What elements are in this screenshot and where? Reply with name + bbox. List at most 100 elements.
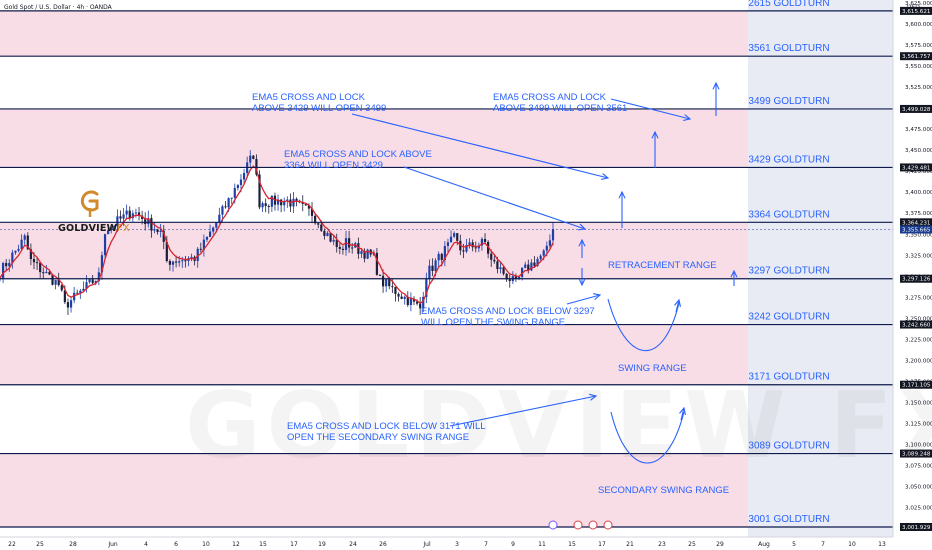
arrow-line bbox=[566, 294, 601, 305]
candle-body bbox=[329, 232, 332, 242]
candle-body bbox=[335, 239, 338, 248]
price-axis-tick: 3,225.000 bbox=[905, 337, 932, 343]
price-axis-tick: 3,425.000 bbox=[905, 169, 932, 175]
arrow-line bbox=[403, 166, 586, 230]
candle-body bbox=[60, 285, 63, 291]
time-axis-tick: Aug bbox=[758, 541, 770, 548]
price-axis-tick: 3,125.000 bbox=[905, 421, 932, 427]
ema5-line bbox=[0, 165, 554, 305]
price-axis-tick: 3,550.000 bbox=[905, 64, 932, 70]
us-flag-event-icon[interactable] bbox=[573, 520, 583, 530]
candle-body bbox=[63, 290, 66, 303]
candle-body bbox=[5, 262, 8, 267]
candle-body bbox=[301, 202, 304, 204]
arrow-line bbox=[680, 407, 685, 421]
candle-body bbox=[385, 279, 388, 287]
candle-body bbox=[48, 271, 51, 275]
candle-body bbox=[8, 262, 11, 267]
time-axis-tick: 3 bbox=[455, 541, 459, 548]
logo-brand: GOLDVIEW bbox=[58, 223, 118, 234]
candle-body bbox=[270, 195, 273, 207]
price-tag: 3,171.105 bbox=[902, 383, 931, 389]
candle-body bbox=[153, 229, 156, 231]
candle-body bbox=[249, 155, 252, 163]
candle-body bbox=[171, 261, 175, 265]
arrow-head bbox=[578, 278, 586, 287]
time-axis-tick: 28 bbox=[69, 541, 77, 548]
candle-body bbox=[323, 230, 326, 236]
level-label: 3171 GOLDTURN bbox=[748, 372, 829, 383]
candle-body bbox=[462, 250, 465, 252]
candle-body bbox=[264, 203, 267, 207]
candle-body bbox=[539, 255, 542, 260]
candle-body bbox=[196, 248, 199, 261]
candle-body bbox=[348, 238, 351, 248]
price-tag-bg bbox=[900, 380, 932, 389]
price-axis-tick: 3,625.000 bbox=[905, 1, 932, 7]
candle-body bbox=[174, 261, 178, 263]
candle-body bbox=[422, 296, 425, 309]
price-axis-tick: 3,400.000 bbox=[905, 190, 932, 196]
retracement-range-label: RETRACEMENT RANGE bbox=[608, 260, 717, 271]
candle-body bbox=[131, 213, 134, 219]
candle-body bbox=[449, 236, 453, 243]
candle-body bbox=[134, 212, 138, 214]
candle-body bbox=[434, 260, 437, 271]
time-axis-tick: 25 bbox=[688, 541, 696, 548]
time-axis-tick: 23 bbox=[658, 541, 666, 548]
candle-body bbox=[453, 233, 456, 237]
time-axis-tick: Jun bbox=[107, 541, 118, 548]
candle-body bbox=[415, 301, 419, 304]
candle-body bbox=[542, 250, 545, 256]
candle-body bbox=[184, 260, 187, 262]
time-axis-tick: 17 bbox=[598, 541, 606, 548]
arrow-line bbox=[449, 395, 597, 427]
zone-1 bbox=[0, 10, 748, 57]
price-axis-tick: 3,575.000 bbox=[905, 43, 932, 49]
candle-body bbox=[332, 239, 335, 242]
arrow-head bbox=[651, 130, 659, 139]
candle-body bbox=[292, 198, 295, 207]
projection-curve bbox=[610, 411, 685, 464]
annotation-text: EMA5 CROSS AND LOCK ABOVE bbox=[284, 149, 432, 160]
candle-body bbox=[181, 260, 184, 262]
candle-body bbox=[502, 267, 505, 274]
us-flag-event-icon[interactable] bbox=[588, 520, 598, 530]
candle-body bbox=[391, 286, 394, 288]
us-flag-event-icon[interactable] bbox=[603, 520, 613, 530]
candle-body bbox=[338, 247, 341, 249]
candle-body bbox=[378, 274, 382, 276]
candle-body bbox=[351, 247, 354, 249]
price-tag: 3,364.231 bbox=[902, 220, 931, 226]
candle-body bbox=[242, 173, 246, 180]
candle-body bbox=[236, 185, 239, 189]
price-axis-tick: 3,525.000 bbox=[905, 85, 932, 91]
candle-body bbox=[103, 234, 107, 256]
time-axis-tick: 4 bbox=[144, 541, 148, 548]
candle-body bbox=[208, 231, 212, 237]
price-axis-tick: 3,325.000 bbox=[905, 253, 932, 259]
lightning-event-icon[interactable] bbox=[548, 520, 558, 530]
candle-body bbox=[218, 214, 221, 223]
price-tag: 3,001.929 bbox=[902, 525, 931, 531]
time-axis-tick: 25 bbox=[36, 541, 44, 548]
arrow-line bbox=[675, 299, 680, 313]
candle-body bbox=[255, 158, 258, 175]
price-tag-bg bbox=[900, 52, 932, 61]
candle-body bbox=[437, 253, 440, 261]
candle-body bbox=[26, 235, 29, 250]
candle-body bbox=[326, 232, 329, 236]
annotation-text: EMA5 CROSS AND LOCK bbox=[252, 92, 366, 103]
candle-body bbox=[156, 229, 159, 232]
candle-body bbox=[480, 238, 484, 246]
candle-body bbox=[425, 279, 428, 297]
arrow-head bbox=[683, 114, 692, 121]
time-axis-tick: 7 bbox=[484, 541, 488, 548]
price-axis-tick: 3,275.000 bbox=[905, 295, 932, 301]
level-label: 3499 GOLDTURN bbox=[748, 96, 829, 107]
level-label: 3001 GOLDTURN bbox=[748, 514, 829, 525]
time-axis-tick: 22 bbox=[8, 541, 16, 548]
time-axis-tick: 6 bbox=[174, 541, 178, 548]
arrow-head bbox=[578, 238, 586, 247]
